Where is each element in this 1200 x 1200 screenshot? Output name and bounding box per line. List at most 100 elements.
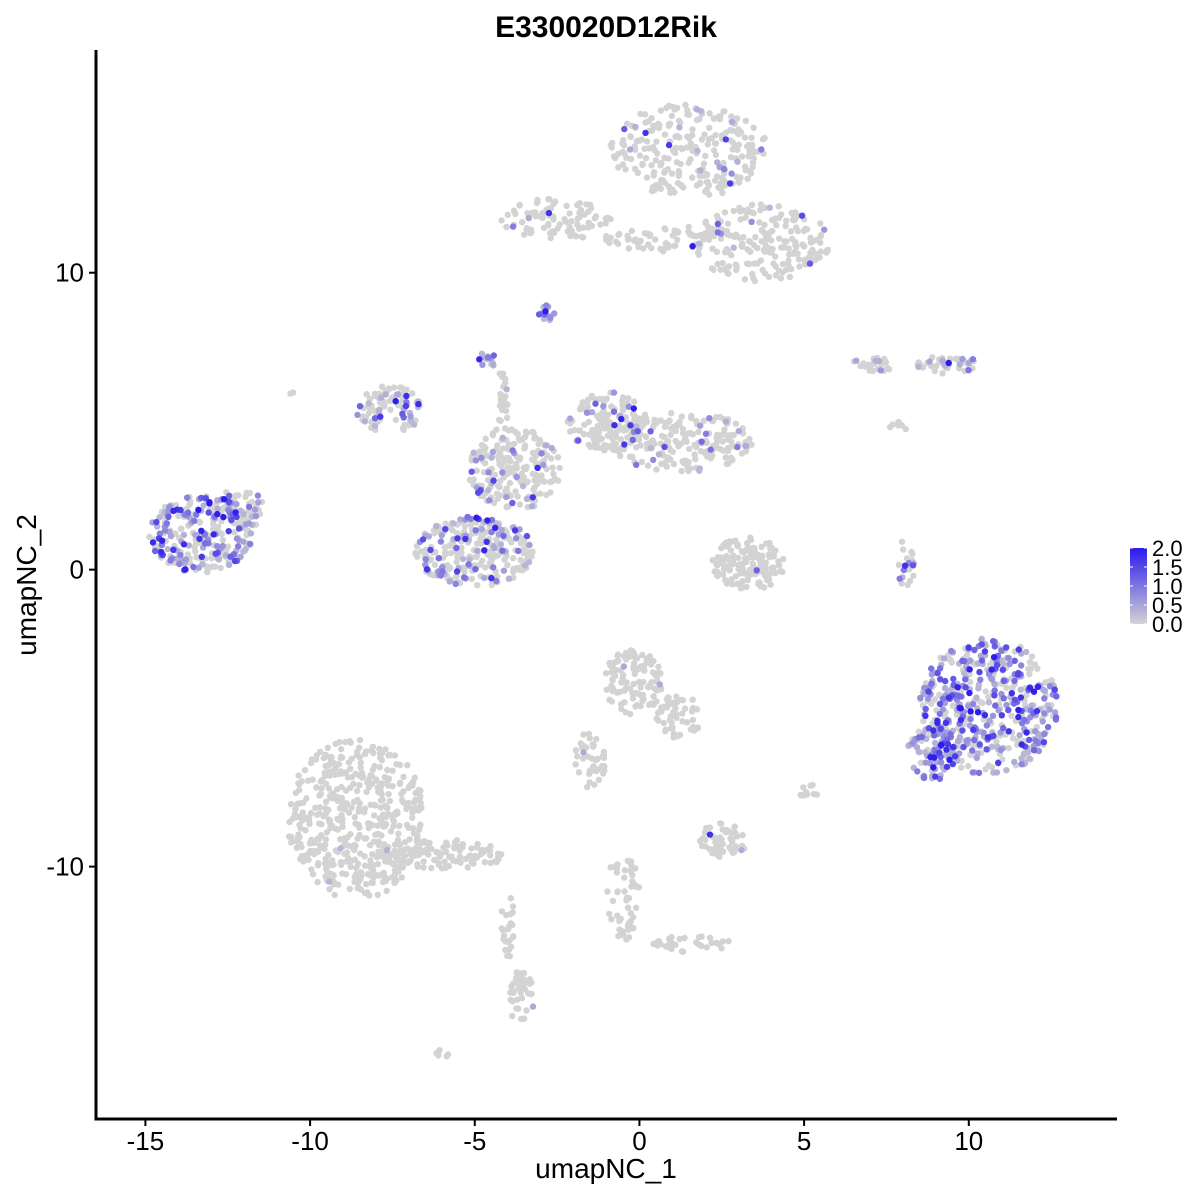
cell-point [324,744,331,751]
cell-point [488,529,495,536]
cell-point [776,235,783,242]
cell-point [511,440,518,448]
cell-point [1033,707,1041,715]
cell-point [697,167,704,174]
cell-point [745,237,753,245]
cell-point [875,358,883,365]
cell-point [693,417,700,425]
cell-point [466,556,473,563]
cell-point [296,786,303,794]
cell-point [323,864,330,872]
cell-point [551,310,558,317]
cell-point [320,813,327,820]
cell-point [688,708,696,715]
cell-point [391,841,399,848]
cell-point [661,154,668,161]
cell-point [991,643,998,650]
cell-point [735,427,742,435]
cell-point [969,769,976,776]
cell-point [793,224,800,231]
cell-point [224,543,232,550]
cell-point [949,743,957,751]
cell-point [386,797,394,805]
cell-point [1018,755,1025,762]
cell-point [516,201,523,209]
cell-point [412,796,419,803]
cell-point [296,800,303,807]
cell-point [630,680,637,688]
cell-point [182,556,190,563]
cell-point [198,527,205,534]
cell-point [575,225,583,232]
cell-point [988,764,996,771]
cell-point [472,457,480,464]
cell-point [749,560,756,567]
cell-point [368,780,376,788]
cell-point [655,451,663,458]
cell-point [608,660,615,667]
cell-point [708,939,715,947]
cell-point [670,460,678,468]
cell-point [782,222,789,230]
cell-point [966,689,973,697]
cell-point [792,242,799,249]
cell-point [712,835,719,842]
cell-point [967,708,974,715]
cell-point [1011,758,1018,766]
cell-point [783,217,790,224]
cell-point [676,731,684,739]
cell-point [898,538,906,545]
cell-point [817,220,824,227]
cell-point [629,453,636,461]
cell-point [378,818,385,825]
cell-point [954,684,961,691]
cell-point [681,705,689,712]
cell-point [362,862,369,869]
cell-point [306,840,314,847]
cell-point [750,544,758,552]
cell-point [539,209,546,217]
cell-point [974,709,982,716]
cell-point [305,856,312,863]
cell-point [704,223,712,231]
cell-point [1053,693,1060,700]
cell-point [648,114,655,122]
cell-point [233,535,241,542]
cell-point [984,734,992,741]
cell-point [453,544,460,552]
cell-point [338,783,345,791]
cell-point [504,414,511,421]
cell-point [365,824,372,832]
cell-point [1035,747,1043,755]
cell-point [701,131,708,138]
cell-point [667,431,674,439]
cell-point [322,836,329,843]
cell-point [637,665,644,672]
cell-point [671,148,678,156]
cell-point [762,233,770,240]
cell-point [706,934,714,941]
cell-point [332,825,339,832]
cell-point [505,946,512,954]
cell-point [706,415,713,422]
cell-point [393,856,401,863]
cell-point [482,564,489,571]
cell-point [653,123,660,131]
cell-point [678,182,685,189]
x-tick-label: 0 [632,1126,646,1156]
cell-point [453,837,461,844]
cell-point [673,159,681,166]
cell-point [523,1007,530,1014]
cell-point [551,475,558,482]
cell-point [988,666,995,673]
cell-point [939,357,946,364]
cell-point [579,755,587,762]
cell-point [757,207,764,214]
cell-point [467,852,474,859]
cell-point [318,821,325,828]
cell-point [450,520,457,527]
cell-point [486,497,493,504]
cell-point [944,740,952,748]
cell-point [917,694,924,702]
cell-point [685,459,692,466]
